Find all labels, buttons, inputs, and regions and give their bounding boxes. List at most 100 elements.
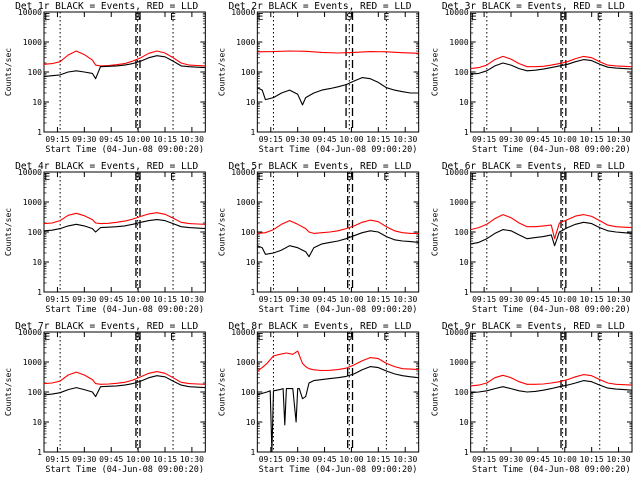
y-axis-label: Counts/sec [4, 208, 13, 256]
y-axis-label: Counts/sec [4, 368, 13, 416]
x-tick-label: 10:15 [580, 455, 604, 464]
x-tick-label: 09:15 [45, 295, 69, 304]
chart-title: Det 7r BLACK = Events, RED = LLD [15, 321, 198, 332]
y-tick-label: 1 [464, 448, 469, 457]
x-axis-label: Start Time (04-Jun-08 09:00:20) [472, 465, 631, 475]
x-tick-label: 10:00 [553, 455, 577, 464]
y-tick-label: 10000 [445, 168, 469, 177]
x-tick-label: 10:30 [607, 135, 631, 144]
y-tick-label: 100 [28, 228, 43, 237]
x-axis-label: Start Time (04-Jun-08 09:00:20) [45, 145, 204, 155]
y-tick-label: 10 [246, 418, 256, 427]
series-line-events [257, 77, 419, 106]
x-tick-label: 10:30 [393, 455, 417, 464]
plot-frame [470, 331, 633, 453]
x-tick-label: 09:30 [286, 295, 310, 304]
y-tick-label: 1000 [449, 38, 468, 47]
x-tick-label: 10:00 [126, 135, 150, 144]
plot-frame [256, 11, 420, 133]
x-tick-label: 10:30 [180, 135, 204, 144]
chart-panel-2: Det 2r BLACK = Events, RED = LLD 1 10 100 10… [217, 1, 420, 155]
x-axis-label: Start Time (04-Jun-08 09:00:20) [259, 145, 418, 155]
y-tick-label: 1 [464, 128, 469, 137]
y-tick-label: 10 [246, 98, 256, 107]
top-marker-label: S [346, 332, 352, 343]
top-marker-label: E [597, 332, 603, 343]
y-tick-label: 1000 [236, 198, 255, 207]
series-line-lld [257, 50, 419, 54]
y-tick-label: 10 [459, 418, 469, 427]
y-tick-label: 10000 [231, 168, 255, 177]
top-marker-label: E [597, 12, 603, 23]
y-tick-label: 1000 [23, 38, 42, 47]
top-marker-label: E [258, 332, 264, 343]
y-tick-label: 1000 [449, 358, 468, 367]
series-line-lld [43, 50, 206, 67]
x-tick-label: 10:15 [366, 135, 390, 144]
top-marker-label: E [383, 172, 389, 183]
x-tick-label: 10:15 [366, 455, 390, 464]
y-axis-label: Counts/sec [4, 48, 13, 96]
y-axis-label: Counts/sec [217, 48, 226, 96]
top-marker-label: S [346, 172, 352, 183]
y-tick-label: 1 [37, 128, 42, 137]
series-line-lld [43, 212, 206, 225]
x-tick-label: 10:00 [553, 135, 577, 144]
y-tick-label: 10000 [445, 8, 469, 17]
series-line-events [43, 55, 206, 80]
y-tick-label: 100 [28, 388, 43, 397]
y-tick-label: 10 [459, 98, 469, 107]
series-line-lld [43, 371, 206, 385]
y-tick-label: 1 [251, 448, 256, 457]
x-axis-label: Start Time (04-Jun-08 09:00:20) [472, 305, 631, 315]
y-tick-label: 1 [37, 448, 42, 457]
x-tick-label: 09:45 [313, 455, 337, 464]
top-marker-label: S [560, 172, 566, 183]
x-tick-label: 10:00 [126, 295, 150, 304]
y-tick-label: 1000 [236, 358, 255, 367]
top-marker-label: E [597, 172, 603, 183]
x-tick-label: 09:45 [313, 135, 337, 144]
x-tick-label: 10:30 [393, 295, 417, 304]
chart-title: Det 5r BLACK = Events, RED = LLD [228, 161, 411, 172]
y-tick-label: 100 [454, 68, 469, 77]
y-tick-label: 1000 [449, 198, 468, 207]
top-marker-label: E [471, 332, 477, 343]
x-tick-label: 10:15 [580, 135, 604, 144]
y-tick-label: 1000 [236, 38, 255, 47]
x-tick-label: 10:30 [607, 455, 631, 464]
x-tick-label: 09:15 [259, 455, 283, 464]
x-tick-label: 10:15 [153, 455, 177, 464]
chart-panel-8: Det 8r BLACK = Events, RED = LLD 1 10 100 10… [217, 321, 420, 475]
y-axis-label: Counts/sec [217, 208, 226, 256]
plot-frame [256, 171, 420, 293]
y-tick-label: 100 [454, 388, 469, 397]
chart-title: Det 6r BLACK = Events, RED = LLD [442, 161, 625, 172]
top-marker-label: E [383, 12, 389, 23]
x-tick-label: 10:00 [126, 455, 150, 464]
series-line-events [43, 375, 206, 398]
chart-title: Det 8r BLACK = Events, RED = LLD [228, 321, 411, 332]
x-tick-label: 09:30 [72, 295, 96, 304]
top-marker-label: S [346, 12, 352, 23]
x-tick-label: 09:15 [45, 455, 69, 464]
y-tick-label: 1000 [23, 358, 42, 367]
top-marker-label: S [560, 332, 566, 343]
y-tick-label: 100 [454, 228, 469, 237]
x-axis-label: Start Time (04-Jun-08 09:00:20) [45, 305, 204, 315]
top-marker-label: S [135, 172, 141, 183]
top-marker-label: E [44, 12, 50, 23]
x-tick-label: 10:30 [180, 295, 204, 304]
y-tick-label: 10000 [231, 8, 255, 17]
series-line-lld [470, 374, 633, 387]
top-marker-label: E [170, 12, 176, 23]
x-tick-label: 09:15 [259, 295, 283, 304]
top-marker-label: E [258, 172, 264, 183]
x-axis-label: Start Time (04-Jun-08 09:00:20) [259, 305, 418, 315]
top-marker-label: S [135, 12, 141, 23]
series-line-lld [257, 219, 419, 234]
chart-title: Det 9r BLACK = Events, RED = LLD [442, 321, 625, 332]
x-tick-label: 09:45 [526, 295, 550, 304]
chart-panel-7: Det 7r BLACK = Events, RED = LLD 1 10 100 10… [4, 321, 206, 475]
